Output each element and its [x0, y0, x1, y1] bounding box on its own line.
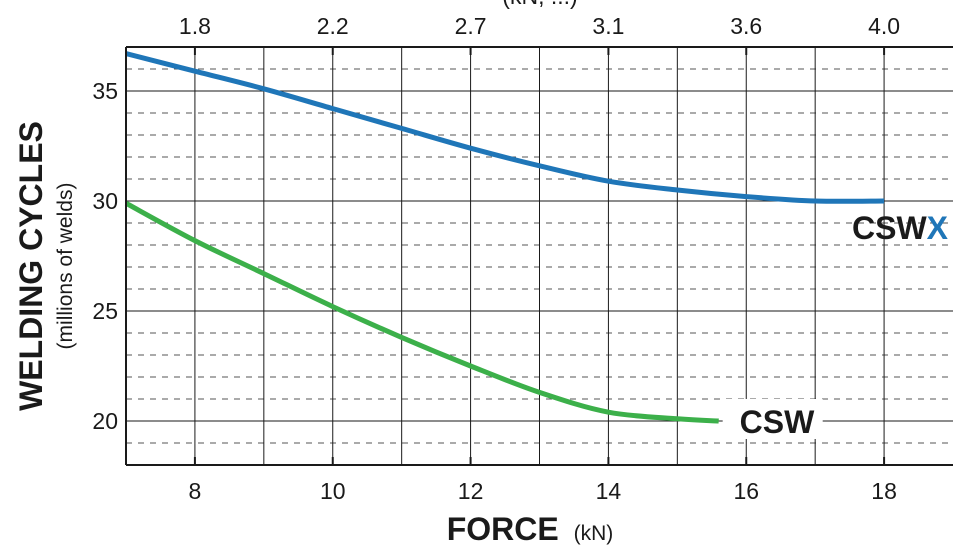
x-axis-title: FORCE (kN) — [447, 511, 614, 547]
x-tick-label: 8 — [189, 478, 202, 504]
y-axis-title: WELDING CYCLES — [13, 121, 49, 411]
y-tick-label: 25 — [92, 298, 118, 324]
x-tick-label: 10 — [320, 478, 346, 504]
series-label-cswx-accent: X — [927, 210, 949, 246]
y-axis-subtitle: (millions of welds) — [54, 183, 77, 350]
series-label-csw: CSW — [740, 404, 815, 440]
x-tick-label: 16 — [733, 478, 759, 504]
tick-labels: 8 10 12 14 16 18 20 25 30 35 1.8 2.2 2.7 3.1 3.6 4.0 — [92, 13, 900, 504]
y-tick-label: 30 — [92, 188, 118, 214]
axes — [125, 46, 953, 466]
x-tick-label: 18 — [871, 478, 897, 504]
x-axis-title-unit: (kN) — [574, 522, 614, 545]
top-tick-label: 1.8 — [179, 13, 211, 39]
y-tick-label: 35 — [92, 78, 118, 104]
x-tick-label: 12 — [458, 478, 484, 504]
series-label-csw-bg — [722, 399, 823, 439]
top-tick-label: 2.2 — [317, 13, 349, 39]
series-label-cswx-main: CSW — [852, 210, 927, 246]
grid — [126, 47, 953, 465]
top-axis-title: (kN, ...) — [502, 0, 577, 9]
x-tick-label: 14 — [596, 478, 622, 504]
top-tick-label: 4.0 — [868, 13, 900, 39]
series-line-csw — [124, 201, 719, 424]
series-label-cswx: CSWX — [852, 210, 949, 246]
x-axis-title-main: FORCE — [447, 511, 559, 547]
top-tick-label: 3.1 — [592, 13, 624, 39]
top-tick-label: 3.6 — [730, 13, 762, 39]
series-layer — [124, 51, 885, 424]
series-line-cswx — [125, 51, 885, 204]
y-tick-label: 20 — [92, 408, 118, 434]
top-tick-label: 2.7 — [455, 13, 487, 39]
